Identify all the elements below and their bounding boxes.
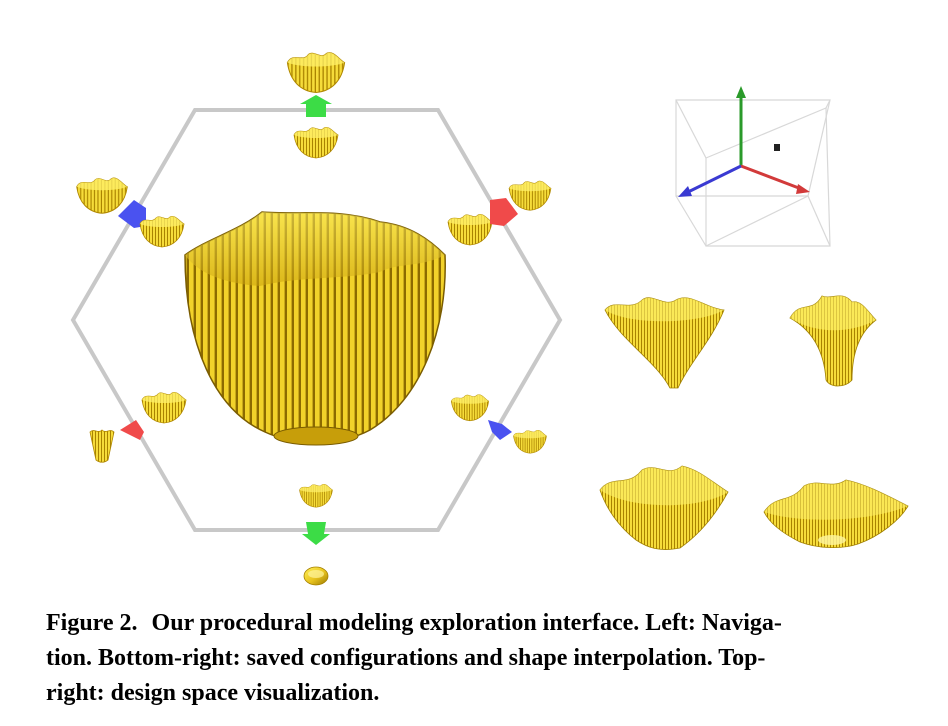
current-point-marker [774,144,780,151]
lower-left-arrow-red[interactable] [120,420,144,440]
shape-upper-left-option[interactable] [76,177,128,214]
saved-configuration-1[interactable] [604,297,725,389]
x-axis-red [740,164,805,192]
navigation-hexagon [70,108,563,532]
design-space-cube[interactable] [675,86,831,247]
shape-bottom-current[interactable] [299,483,333,508]
central-shape [184,211,446,446]
shape-lower-right-option[interactable] [513,429,547,454]
shape-upper-left-current[interactable] [139,215,185,248]
caption-line-2: tion. Bottom-right: saved configurations… [46,645,766,671]
up-arrow-green[interactable] [300,95,332,117]
figure-caption: Figure 2. Our procedural modeling explora… [46,606,926,711]
caption-line-3: right: design space visualization. [46,680,380,706]
saved-configuration-3[interactable] [599,465,729,550]
z-axis-blue [683,164,742,196]
shape-lower-left-option[interactable] [89,429,115,463]
shape-top-current[interactable] [293,126,339,159]
right-arrow-red[interactable] [490,198,518,226]
caption-label: Figure 2. [46,610,138,636]
shape-top-option[interactable] [286,51,346,94]
figure-panel [70,51,909,586]
caption-line-1-text: Our procedural modeling exploration inte… [151,610,782,636]
shape-lower-right-current[interactable] [450,394,490,422]
left-arrow-blue[interactable] [118,200,146,228]
down-arrow-green[interactable] [302,522,330,545]
shape-upper-right-option[interactable] [508,180,552,211]
shape-lower-left-current[interactable] [141,391,187,424]
saved-configuration-2[interactable] [789,295,877,387]
caption-line-1: Figure 2. Our procedural modeling explora… [46,606,926,641]
lower-right-arrow-blue[interactable] [488,420,512,440]
shape-bottom-option[interactable] [303,566,329,586]
shape-upper-right-current[interactable] [447,213,493,246]
saved-configuration-4[interactable] [763,479,909,548]
